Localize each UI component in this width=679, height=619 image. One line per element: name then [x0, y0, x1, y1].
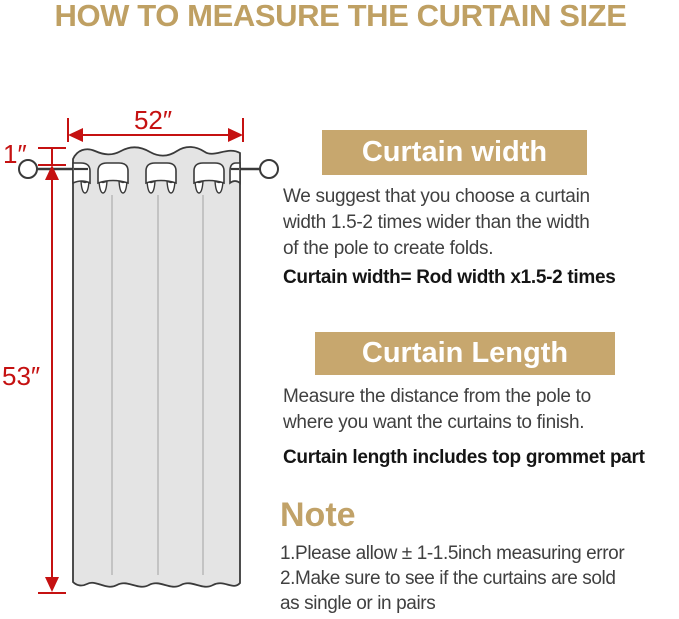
curtain-panel [72, 146, 241, 588]
text-line: We suggest that you choose a curtain [283, 186, 590, 207]
rod-finial-right-icon [259, 159, 279, 179]
curtain-length-description: Measure the distance from the pole to wh… [283, 384, 591, 436]
width-dimension [67, 118, 244, 142]
arrowhead-down-icon [45, 577, 59, 592]
grommet-tabs [80, 179, 224, 194]
grommet-dimension [38, 147, 66, 166]
text-line: of the pole to create folds. [283, 238, 494, 259]
page-title: HOW TO MEASURE THE CURTAIN SIZE [54, 0, 627, 33]
curtain-width-heading: Curtain width [322, 130, 587, 175]
curtain-width-description: We suggest that you choose a curtain wid… [283, 184, 590, 262]
text-line: Measure the distance from the pole to [283, 386, 591, 407]
curtain-length-formula: Curtain length includes top grommet part [283, 447, 645, 468]
text-line: where you want the curtains to finish. [283, 412, 585, 433]
width-dimension-label: 52″ [134, 105, 172, 135]
curtain-length-heading: Curtain Length [315, 332, 615, 375]
rod-finial-left-icon [18, 159, 38, 179]
note-item: as single or in pairs [280, 593, 436, 614]
arrowhead-up-icon [45, 165, 59, 180]
note-item: 1.Please allow ± 1-1.5inch measuring err… [280, 543, 625, 564]
curtain-diagram: 52″ 1″ 53″ [2, 105, 279, 594]
grommet-holes [72, 162, 241, 185]
length-dimension-label: 53″ [2, 361, 40, 391]
arrowhead-right-icon [228, 128, 243, 142]
note-heading: Note [280, 496, 356, 534]
text-line: width 1.5-2 times wider than the width [283, 212, 590, 233]
curtain-width-formula: Curtain width= Rod width x1.5-2 times [283, 267, 616, 288]
note-item: 2.Make sure to see if the curtains are s… [280, 568, 616, 589]
arrowhead-left-icon [68, 128, 83, 142]
note-list: 1.Please allow ± 1-1.5inch measuring err… [280, 541, 625, 616]
grommet-dimension-label: 1″ [3, 139, 27, 169]
